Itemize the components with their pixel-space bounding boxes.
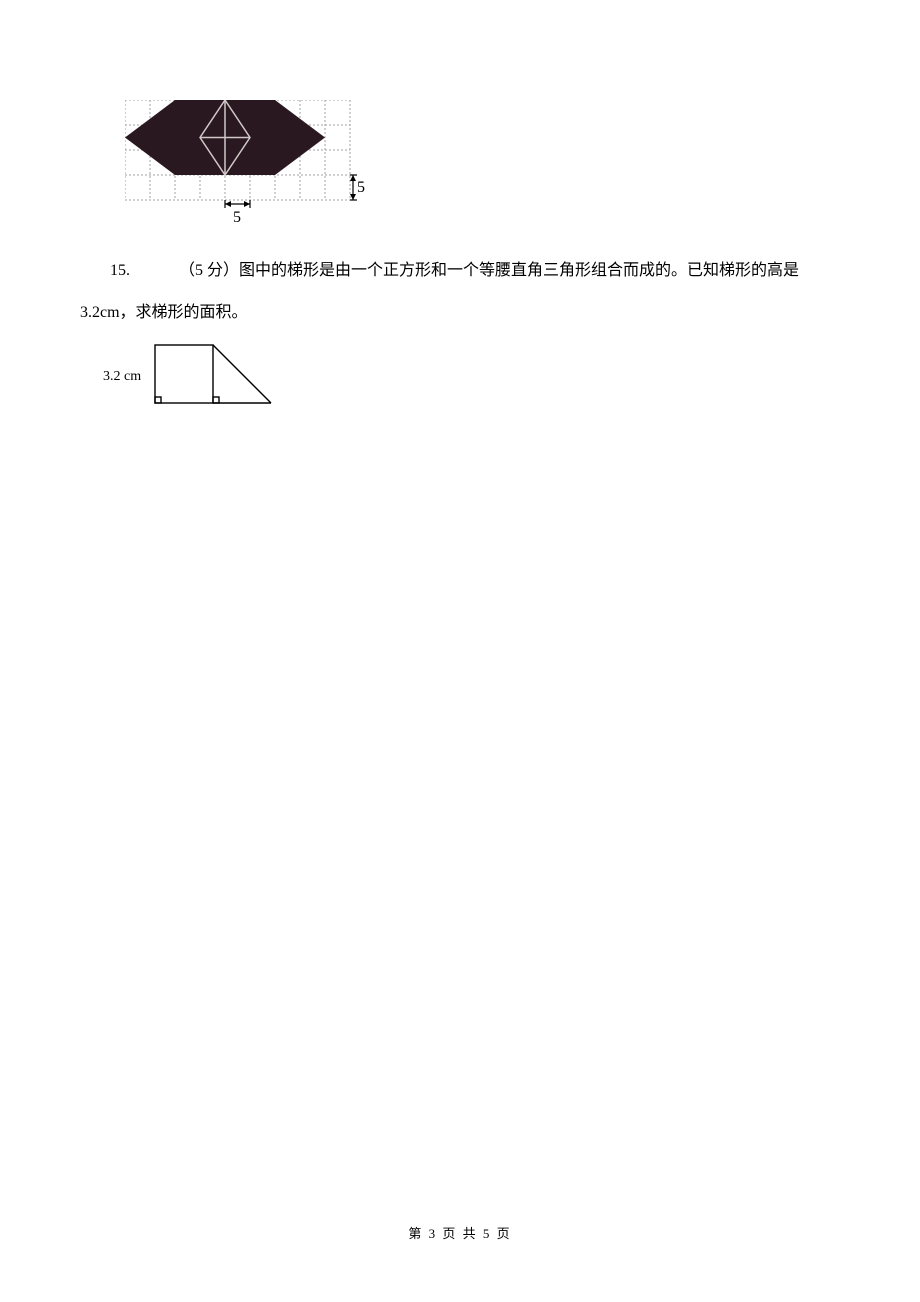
grid-label-bottom: 5 bbox=[233, 209, 241, 226]
question-number: 15. bbox=[80, 250, 175, 292]
question-text-line2: 3.2cm，求梯形的面积。 bbox=[80, 304, 248, 321]
question-15: 15. （5 分）图中的梯形是由一个正方形和一个等腰直角三角形组合而成的。已知梯… bbox=[80, 250, 840, 333]
grid-label-right: 5 bbox=[357, 179, 365, 196]
trapezoid-figure: 3.2 cm bbox=[100, 340, 280, 425]
trapezoid-svg: 3.2 cm bbox=[100, 340, 280, 420]
page-footer: 第 3 页 共 5 页 bbox=[0, 1223, 920, 1242]
grid-svg: 5 5 bbox=[125, 100, 375, 230]
grid-shape-figure: 5 5 bbox=[125, 100, 375, 235]
question-points: （5 分） bbox=[179, 262, 239, 279]
height-label: 3.2 cm bbox=[103, 369, 141, 384]
footer-text: 第 3 页 共 5 页 bbox=[408, 1226, 511, 1241]
question-text-line1: 图中的梯形是由一个正方形和一个等腰直角三角形组合而成的。已知梯形的高是 bbox=[239, 262, 799, 279]
